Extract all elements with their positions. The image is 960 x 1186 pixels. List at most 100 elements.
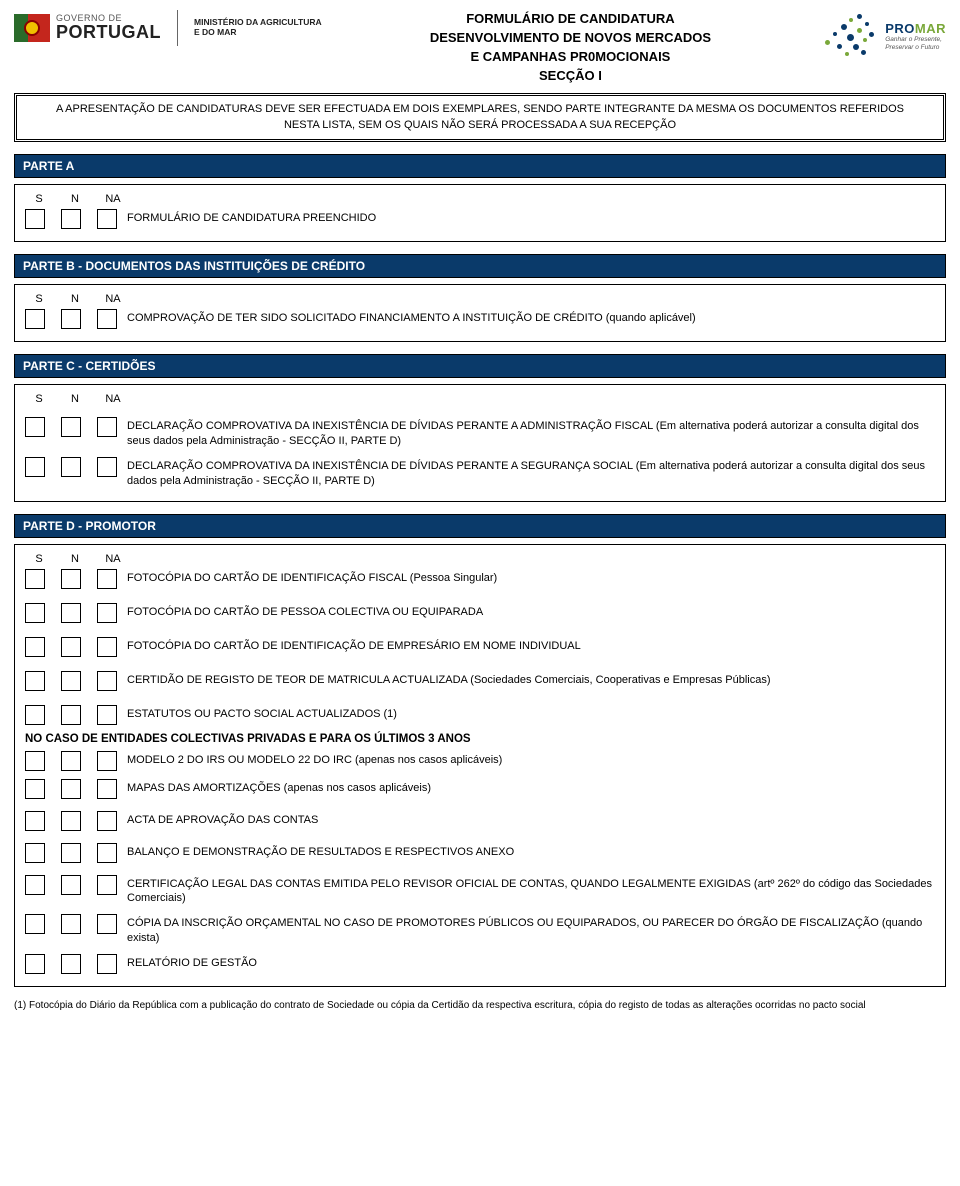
check-group: [25, 914, 117, 934]
checkbox-na[interactable]: [97, 954, 117, 974]
checkbox-na[interactable]: [97, 309, 117, 329]
col-na: NA: [101, 553, 125, 565]
checkbox-s[interactable]: [25, 569, 45, 589]
checkbox-s[interactable]: [25, 309, 45, 329]
checkbox-s[interactable]: [25, 457, 45, 477]
title-2: DESENVOLVIMENTO DE NOVOS MERCADOS: [322, 29, 820, 48]
ministry-line2: E DO MAR: [194, 28, 322, 38]
form-title-block: FORMULÁRIO DE CANDIDATURA DESENVOLVIMENT…: [322, 10, 820, 85]
col-na: NA: [101, 193, 125, 205]
checkbox-na[interactable]: [97, 875, 117, 895]
notice-line2: NESTA LISTA, SEM OS QUAIS NÃO SERÁ PROCE…: [27, 118, 933, 133]
promar-tag2: Preservar o Futuro: [885, 44, 946, 52]
page-header: GOVERNO DE PORTUGAL MINISTÉRIO DA AGRICU…: [14, 10, 946, 85]
section-b-bar: PARTE B - DOCUMENTOS DAS INSTITUIÇÕES DE…: [14, 254, 946, 278]
checkbox-s[interactable]: [25, 603, 45, 623]
checkbox-n[interactable]: [61, 671, 81, 691]
checkbox-s[interactable]: [25, 417, 45, 437]
checkbox-n[interactable]: [61, 603, 81, 623]
item-text: CERTIFICAÇÃO LEGAL DAS CONTAS EMITIDA PE…: [127, 875, 935, 907]
col-s: S: [29, 553, 49, 565]
col-na: NA: [101, 393, 125, 405]
checkbox-s[interactable]: [25, 954, 45, 974]
checkbox-n[interactable]: [61, 843, 81, 863]
promar-caption: PROMAR Ganhar o Presente, Preservar o Fu…: [885, 21, 946, 52]
checkbox-s[interactable]: [25, 637, 45, 657]
sna-header: S N NA: [29, 393, 935, 405]
checkbox-s[interactable]: [25, 671, 45, 691]
checkbox-s[interactable]: [25, 875, 45, 895]
gov-text: GOVERNO DE PORTUGAL: [56, 14, 161, 42]
promar-brand-1: PRO: [885, 21, 915, 36]
checkbox-na[interactable]: [97, 671, 117, 691]
item-text: DECLARAÇÃO COMPROVATIVA DA INEXISTÊNCIA …: [127, 457, 935, 489]
check-group: [25, 751, 117, 771]
checkbox-s[interactable]: [25, 914, 45, 934]
check-group: [25, 671, 117, 691]
col-na: NA: [101, 293, 125, 305]
promar-dots-icon: [819, 10, 881, 62]
checkbox-na[interactable]: [97, 457, 117, 477]
checkbox-s[interactable]: [25, 705, 45, 725]
checkbox-n[interactable]: [61, 705, 81, 725]
gov-logo: GOVERNO DE PORTUGAL MINISTÉRIO DA AGRICU…: [14, 10, 322, 46]
check-group: [25, 417, 117, 437]
checklist-item: ESTATUTOS OU PACTO SOCIAL ACTUALIZADOS (…: [25, 705, 935, 725]
checkbox-s[interactable]: [25, 843, 45, 863]
checkbox-na[interactable]: [97, 779, 117, 799]
checkbox-n[interactable]: [61, 457, 81, 477]
sna-header: S N NA: [29, 293, 935, 305]
checkbox-n[interactable]: [61, 569, 81, 589]
checkbox-na[interactable]: [97, 209, 117, 229]
item-text: RELATÓRIO DE GESTÃO: [127, 954, 257, 971]
checkbox-n[interactable]: [61, 875, 81, 895]
checkbox-na[interactable]: [97, 417, 117, 437]
checkbox-n[interactable]: [61, 751, 81, 771]
checkbox-na[interactable]: [97, 569, 117, 589]
check-group: [25, 705, 117, 725]
check-group: [25, 457, 117, 477]
checkbox-na[interactable]: [97, 843, 117, 863]
check-group: [25, 875, 117, 895]
item-text: FOTOCÓPIA DO CARTÃO DE IDENTIFICAÇÃO DE …: [127, 637, 581, 654]
checkbox-n[interactable]: [61, 954, 81, 974]
checkbox-na[interactable]: [97, 705, 117, 725]
check-group: [25, 603, 117, 623]
checkbox-n[interactable]: [61, 637, 81, 657]
promar-tag1: Ganhar o Presente,: [885, 36, 946, 44]
checkbox-n[interactable]: [61, 209, 81, 229]
item-text: DECLARAÇÃO COMPROVATIVA DA INEXISTÊNCIA …: [127, 417, 935, 449]
checkbox-n[interactable]: [61, 914, 81, 934]
checklist-item: DECLARAÇÃO COMPROVATIVA DA INEXISTÊNCIA …: [25, 417, 935, 449]
check-group: [25, 811, 117, 831]
checklist-item: FORMULÁRIO DE CANDIDATURA PREENCHIDO: [25, 209, 935, 229]
checkbox-n[interactable]: [61, 309, 81, 329]
checkbox-n[interactable]: [61, 811, 81, 831]
col-s: S: [29, 393, 49, 405]
checkbox-s[interactable]: [25, 811, 45, 831]
checklist-item: FOTOCÓPIA DO CARTÃO DE PESSOA COLECTIVA …: [25, 603, 935, 623]
checkbox-s[interactable]: [25, 779, 45, 799]
checkbox-na[interactable]: [97, 603, 117, 623]
checklist-item: BALANÇO E DEMONSTRAÇÃO DE RESULTADOS E R…: [25, 843, 935, 863]
promar-logo: PROMAR Ganhar o Presente, Preservar o Fu…: [819, 10, 946, 62]
item-text: FORMULÁRIO DE CANDIDATURA PREENCHIDO: [127, 209, 376, 226]
checkbox-s[interactable]: [25, 751, 45, 771]
checkbox-na[interactable]: [97, 637, 117, 657]
col-n: N: [65, 393, 85, 405]
checkbox-n[interactable]: [61, 779, 81, 799]
check-group: [25, 843, 117, 863]
title-4: SECÇÃO I: [322, 67, 820, 86]
item-text: BALANÇO E DEMONSTRAÇÃO DE RESULTADOS E R…: [127, 843, 514, 860]
checkbox-na[interactable]: [97, 914, 117, 934]
check-group: [25, 779, 117, 799]
section-a-body: S N NA FORMULÁRIO DE CANDIDATURA PREENCH…: [14, 184, 946, 242]
checkbox-n[interactable]: [61, 417, 81, 437]
section-d-body: S N NA FOTOCÓPIA DO CARTÃO DE IDENTIFICA…: [14, 544, 946, 987]
item-text: ESTATUTOS OU PACTO SOCIAL ACTUALIZADOS (…: [127, 705, 397, 722]
checkbox-s[interactable]: [25, 209, 45, 229]
section-d-bar: PARTE D - PROMOTOR: [14, 514, 946, 538]
section-a-bar: PARTE A: [14, 154, 946, 178]
checkbox-na[interactable]: [97, 751, 117, 771]
checkbox-na[interactable]: [97, 811, 117, 831]
